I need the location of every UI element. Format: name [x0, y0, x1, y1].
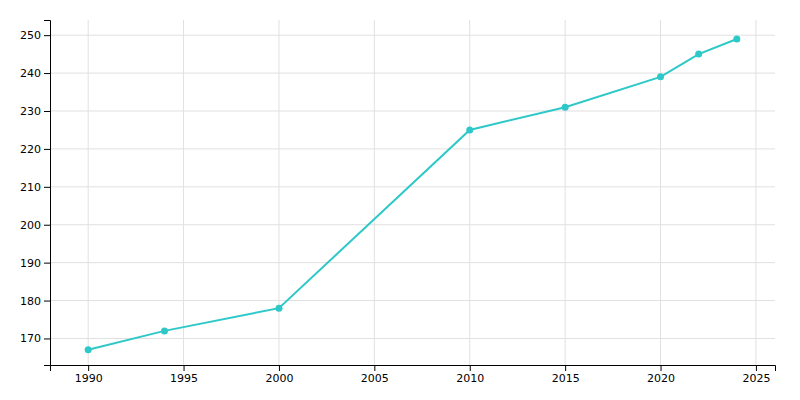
tick-mark — [44, 35, 50, 36]
grid-line — [88, 20, 89, 365]
tick-label: 190 — [20, 257, 41, 270]
tick-label: 250 — [20, 29, 41, 42]
point — [657, 73, 664, 80]
tick-mark — [44, 301, 50, 302]
tick-mark — [374, 365, 375, 371]
tick: 240 — [20, 67, 50, 80]
tick-mark — [88, 365, 89, 371]
grid-line — [469, 20, 470, 365]
tick: 2005 — [361, 365, 389, 385]
tick: 180 — [20, 295, 50, 308]
x-axis: 1990 1995 2000 2005 2010 2015 2020 2025 — [51, 365, 776, 385]
tick: 2010 — [456, 365, 484, 385]
grid-line — [660, 20, 661, 365]
tick-label: 170 — [20, 332, 41, 345]
tick-label: 1995 — [170, 372, 198, 385]
grid — [50, 20, 775, 365]
tick-label: 240 — [20, 67, 41, 80]
tick: 2000 — [265, 365, 293, 385]
tick-label: 230 — [20, 105, 41, 118]
tick-mark — [470, 365, 471, 371]
tick-label: 2015 — [552, 372, 580, 385]
point — [562, 104, 569, 111]
grid-line — [755, 20, 756, 365]
tick-mark — [44, 149, 50, 150]
tick: 2025 — [742, 365, 770, 385]
tick-label: 2010 — [456, 372, 484, 385]
tick-label: 1990 — [75, 372, 103, 385]
grid-line — [50, 148, 775, 149]
tick: 220 — [20, 143, 50, 156]
axis-line — [44, 21, 51, 366]
tick-mark — [44, 187, 50, 188]
tick-mark — [184, 365, 185, 371]
tick-label: 210 — [20, 181, 41, 194]
series — [85, 35, 741, 353]
tick: 1990 — [75, 365, 103, 385]
tick: 2015 — [552, 365, 580, 385]
tick-mark — [756, 365, 757, 371]
tick-mark — [44, 111, 50, 112]
grid-line — [565, 20, 566, 365]
line — [88, 39, 737, 350]
tick: 170 — [20, 332, 50, 345]
tick-label: 2000 — [265, 372, 293, 385]
tick: 190 — [20, 257, 50, 270]
tick-label: 180 — [20, 295, 41, 308]
grid-line — [50, 110, 775, 111]
point — [733, 35, 740, 42]
tick-label: 2025 — [742, 372, 770, 385]
y-axis: 170 180 190 200 210 220 230 240 250 — [20, 21, 51, 366]
grid-line — [374, 20, 375, 365]
point — [466, 126, 473, 133]
point — [695, 51, 702, 58]
grid-line — [50, 338, 775, 339]
plot-area: 1990 1995 2000 2005 2010 2015 2020 2025 170 180 19… — [20, 20, 776, 385]
grid-line — [278, 20, 279, 365]
tick: 250 — [20, 29, 50, 42]
axis-line — [51, 366, 776, 372]
tick: 2020 — [647, 365, 675, 385]
grid-line — [183, 20, 184, 365]
tick-mark — [279, 365, 280, 371]
tick-label: 2020 — [647, 372, 675, 385]
chart: 1990 1995 2000 2005 2010 2015 2020 2025 170 180 19… — [0, 0, 800, 400]
grid-line — [50, 262, 775, 263]
grid-line — [50, 224, 775, 225]
point — [275, 305, 282, 312]
tick-mark — [44, 338, 50, 339]
tick: 210 — [20, 181, 50, 194]
tick-label: 220 — [20, 143, 41, 156]
point — [85, 346, 92, 353]
grid-line — [50, 300, 775, 301]
tick: 1995 — [170, 365, 198, 385]
tick-mark — [44, 225, 50, 226]
tick-mark — [565, 365, 566, 371]
grid-line — [50, 35, 775, 36]
tick-mark — [44, 73, 50, 74]
tick-label: 2005 — [361, 372, 389, 385]
tick-mark — [44, 263, 50, 264]
tick: 230 — [20, 105, 50, 118]
point — [161, 327, 168, 334]
tick-label: 200 — [20, 219, 41, 232]
tick: 200 — [20, 219, 50, 232]
tick-mark — [661, 365, 662, 371]
grid-line — [50, 186, 775, 187]
